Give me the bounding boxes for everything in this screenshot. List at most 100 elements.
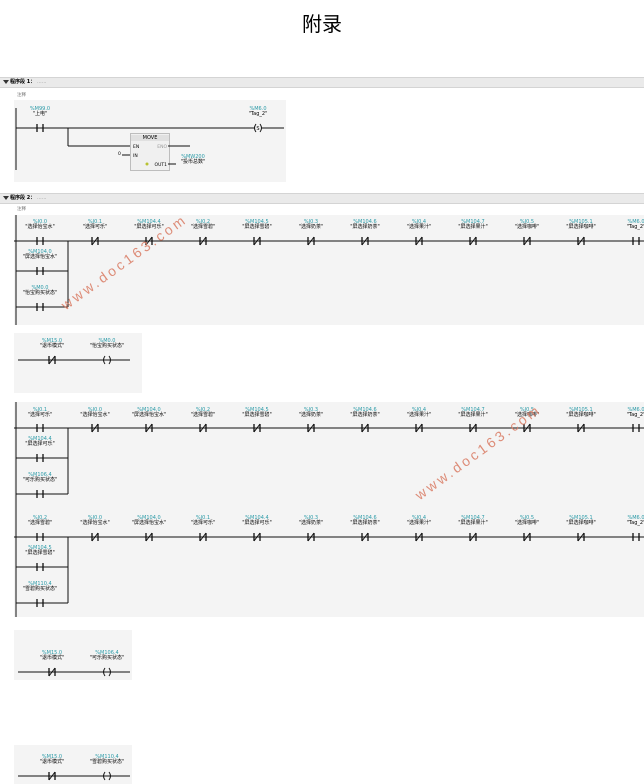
rung-b-contact-tag: %I0.4 "选择果汁" [406, 407, 432, 418]
rung-c-contact-tag: %I0.0 "选择怡宝水" [80, 515, 110, 526]
rung-e-out-contact-symbol[interactable] [48, 771, 56, 781]
rung-a-out-block [14, 333, 142, 393]
rung-e-out-coil-symbol[interactable] [103, 771, 111, 781]
rung-d-out-coil-tag: %M106.4 "可乐购买状态" [89, 650, 125, 661]
rung-b-contact-tag: %M104.5 "屏选择雪碧" [242, 407, 272, 418]
rung-a-contact-symbol[interactable] [632, 237, 640, 245]
rung-b-branch-contact-symbol[interactable] [36, 454, 44, 462]
rung-c-contact-symbol[interactable] [199, 532, 207, 542]
rung-b-contact-tag: %M105.1 "屏选择咖啡" [566, 407, 596, 418]
rung-c-contact-symbol[interactable] [523, 532, 531, 542]
move-in-pin: IN [133, 154, 138, 159]
rung-b-contact-symbol[interactable] [145, 423, 153, 433]
rung-c-contact-tag: %M105.1 "屏选择咖啡" [566, 515, 596, 526]
move-instruction-box[interactable]: MOVE EN ENO IN OUT1 [130, 133, 170, 171]
rung-b-contact-tag: %I0.1 "选择可乐" [27, 407, 53, 418]
rung-a-contact-tag: %M105.1 "屏选择咖啡" [566, 219, 596, 230]
rung-a-contact-symbol[interactable] [199, 236, 207, 246]
rung-c-contact-symbol[interactable] [469, 532, 477, 542]
rung-a-contact-symbol[interactable] [91, 236, 99, 246]
rung-c-branch-contact-symbol[interactable] [36, 563, 44, 571]
rung-b-contact-symbol[interactable] [632, 424, 640, 432]
rung-b-contact-tag: %M6.0 "Tag_2" [626, 407, 644, 418]
rung-b-contact-symbol[interactable] [91, 423, 99, 433]
rung-a-contact-symbol[interactable] [307, 236, 315, 246]
set-coil-symbol[interactable]: S [254, 123, 262, 133]
rung-bc-block [14, 402, 644, 617]
rung-c-contact-symbol[interactable] [307, 532, 315, 542]
rung-c-contact-tag: %I0.5 "选择咖啡" [514, 515, 540, 526]
rung-b-contact-symbol[interactable] [523, 423, 531, 433]
rung-a-branch-contact-symbol[interactable] [36, 267, 44, 275]
rung-e-out-contact-tag: %M15.0 "退币模式" [39, 754, 65, 765]
contact-symbol[interactable] [36, 124, 44, 132]
network-1-header[interactable]: 程序段 1： ...... [0, 77, 644, 88]
rung-a-contact-symbol[interactable] [523, 236, 531, 246]
rung-c-contact-symbol[interactable] [36, 533, 44, 541]
rung-e-out-coil-tag: %M110.4 "雪碧购买状态" [89, 754, 125, 765]
network-2-header[interactable]: 程序段 2： ...... [0, 193, 644, 204]
rung-c-branch-tag: %M104.5 "屏选择雪碧" [25, 545, 55, 556]
rung-a-branch-tag: %M104.0 "屏选择怡宝水" [22, 249, 58, 260]
rung-b-contact-symbol[interactable] [361, 423, 369, 433]
rung-a-contact-symbol[interactable] [145, 236, 153, 246]
rung-a-contact-tag: %M6.0 "Tag_2" [626, 219, 644, 230]
rung-c-contact-tag: %M104.6 "屏选择奶茶" [350, 515, 380, 526]
rung-c-contact-tag: %I0.2 "选择雪碧" [27, 515, 53, 526]
move-out-pin: OUT1 [154, 163, 167, 168]
rung-a-contact-tag: %M104.6 "屏选择奶茶" [350, 219, 380, 230]
rung-b-contact-symbol[interactable] [253, 423, 261, 433]
rung-b-contact-symbol[interactable] [415, 423, 423, 433]
rung-b-contact-symbol[interactable] [36, 424, 44, 432]
rung-c-contact-symbol[interactable] [361, 532, 369, 542]
rung-c-contact-symbol[interactable] [253, 532, 261, 542]
rung-d-out-contact-symbol[interactable] [48, 667, 56, 677]
network-2-label: 程序段 2： ...... [10, 195, 47, 201]
rung-b-contact-tag: %I0.3 "选择奶茶" [298, 407, 324, 418]
rung-a-contact-symbol[interactable] [36, 237, 44, 245]
rung-b-contact-symbol[interactable] [577, 423, 585, 433]
rung-a-out-contact-tag: %M15.0 "退币模式" [39, 338, 65, 349]
rung-a-contact-symbol[interactable] [415, 236, 423, 246]
coil-tag: %M6.0 "Tag_2" [248, 106, 268, 117]
network-1-comment: 注释 [17, 93, 26, 98]
rung-c-contact-tag: %M104.7 "屏选择果汁" [458, 515, 488, 526]
rung-d-out-contact-tag: %M15.0 "退币模式" [39, 650, 65, 661]
rung-c-contact-symbol[interactable] [145, 532, 153, 542]
rung-c-contact-symbol[interactable] [577, 532, 585, 542]
rung-b-contact-tag: %M104.0 "屏选择怡宝水" [131, 407, 167, 418]
rung-a-contact-tag: %I0.5 "选择咖啡" [514, 219, 540, 230]
rung-a-contact-symbol[interactable] [577, 236, 585, 246]
rung-a-contact-symbol[interactable] [361, 236, 369, 246]
collapse-triangle-icon[interactable] [3, 196, 9, 200]
rung-b-contact-symbol[interactable] [307, 423, 315, 433]
rung-a-out-contact-symbol[interactable] [48, 355, 56, 365]
rung-c-contact-symbol[interactable] [415, 532, 423, 542]
rung-a-contact-tag: %M104.4 "屏选择可乐" [134, 219, 164, 230]
rung-b-contact-symbol[interactable] [199, 423, 207, 433]
rung-d-out-coil-symbol[interactable] [103, 667, 111, 677]
rung-a-contact-symbol[interactable] [253, 236, 261, 246]
rung-c-contact-tag: %M104.4 "屏选择可乐" [242, 515, 272, 526]
rung-c-branch-contact-symbol[interactable] [36, 599, 44, 607]
rung-b-contact-symbol[interactable] [469, 423, 477, 433]
rung-a-contact-symbol[interactable] [469, 236, 477, 246]
rung-b-branch-tag: %M106.4 "可乐购买状态" [22, 472, 58, 483]
rung-b-branch-contact-symbol[interactable] [36, 490, 44, 498]
network-1-label: 程序段 1： ...... [10, 79, 47, 85]
rung-e-out-block [14, 745, 132, 784]
rung-c-contact-symbol[interactable] [91, 532, 99, 542]
rung-c-contact-tag: %I0.4 "选择果汁" [406, 515, 432, 526]
rung-a-out-coil-symbol[interactable] [103, 355, 111, 365]
rung-a-contact-tag: %I0.0 "选择怡宝水" [25, 219, 55, 230]
rung-c-contact-tag: %I0.1 "选择可乐" [190, 515, 216, 526]
rung-a-branch-contact-symbol[interactable] [36, 303, 44, 311]
contact-tag: %M99.0 "上电" [29, 106, 51, 117]
collapse-triangle-icon[interactable] [3, 80, 9, 84]
rung-b-contact-tag: %M104.7 "屏选择果汁" [458, 407, 488, 418]
rung-c-contact-tag: %I0.3 "选择奶茶" [298, 515, 324, 526]
out-marker-icon [145, 162, 149, 166]
rung-c-contact-symbol[interactable] [632, 533, 640, 541]
rung-a-contact-tag: %M104.5 "屏选择雪碧" [242, 219, 272, 230]
